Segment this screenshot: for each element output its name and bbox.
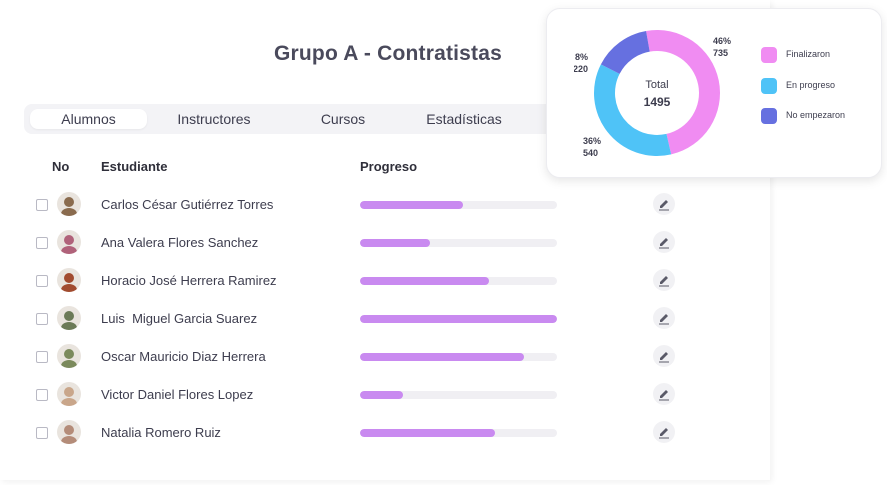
- progress-bar-fill: [360, 239, 430, 247]
- edit-button[interactable]: [653, 193, 675, 215]
- avatar: [57, 230, 81, 254]
- edit-button[interactable]: [653, 383, 675, 405]
- row-checkbox[interactable]: [36, 351, 48, 363]
- tab-estadisticas[interactable]: Estadísticas: [426, 111, 502, 127]
- table-row: Ana Valera Flores Sanchez: [0, 226, 770, 264]
- column-header-student: Estudiante: [101, 159, 168, 174]
- table-row: Luis Miguel Garcia Suarez: [0, 302, 770, 340]
- donut-chart: [594, 29, 721, 157]
- student-name[interactable]: Oscar Mauricio Diaz Herrera: [101, 349, 266, 364]
- pencil-icon: [659, 390, 669, 401]
- progress-bar-fill: [360, 315, 557, 323]
- legend-text-en-progreso: En progreso: [786, 80, 836, 90]
- table-row: Horacio José Herrera Ramirez: [0, 264, 770, 302]
- edit-button[interactable]: [653, 269, 675, 291]
- row-checkbox[interactable]: [36, 313, 48, 325]
- student-name[interactable]: Horacio José Herrera Ramirez: [101, 273, 277, 288]
- donut-slice-no-empezaron: [600, 30, 650, 74]
- progress-bar: [360, 201, 557, 209]
- tab-alumnos[interactable]: Alumnos: [30, 109, 147, 129]
- slice-value-finalizaron: 735: [713, 48, 729, 58]
- slice-percent-no-empezaron: 8%: [574, 52, 588, 62]
- pencil-icon: [659, 428, 669, 439]
- avatar: [57, 306, 81, 330]
- table-row: Victor Daniel Flores Lopez: [0, 378, 770, 416]
- pencil-icon: [659, 352, 669, 363]
- legend-text-finalizaron: Finalizaron: [786, 49, 831, 59]
- avatar: [57, 192, 81, 216]
- donut-slice-en-progreso: [594, 64, 672, 157]
- student-name[interactable]: Natalia Romero Ruiz: [101, 425, 221, 440]
- table-row: Oscar Mauricio Diaz Herrera: [0, 340, 770, 378]
- legend-text-no-empezaron: No empezaron: [786, 110, 846, 120]
- progress-bar: [360, 315, 557, 323]
- donut-slice-finalizaron: [646, 29, 721, 155]
- progress-bar-fill: [360, 429, 495, 437]
- slice-label-no-empezaron: 8% 220: [574, 51, 588, 75]
- progress-bar-fill: [360, 353, 524, 361]
- progress-bar: [360, 429, 557, 437]
- progress-bar: [360, 391, 557, 399]
- legend-swatch-no-empezaron: [761, 108, 777, 124]
- table-row: Natalia Romero Ruiz: [0, 416, 770, 454]
- page-title: Grupo A - Contratistas: [273, 42, 503, 65]
- student-name[interactable]: Carlos César Gutiérrez Torres: [101, 197, 274, 212]
- row-checkbox[interactable]: [36, 237, 48, 249]
- progress-bar: [360, 353, 557, 361]
- edit-button[interactable]: [653, 421, 675, 443]
- tab-instructores[interactable]: Instructores: [177, 111, 251, 127]
- tab-cursos[interactable]: Cursos: [320, 111, 366, 127]
- progress-bar-fill: [360, 391, 404, 399]
- pencil-icon: [659, 238, 669, 249]
- progress-summary-card: 46% 735 36% 540 8% 220 Total 1495 Finali…: [546, 8, 882, 178]
- progress-bar: [360, 239, 557, 247]
- row-checkbox[interactable]: [36, 199, 48, 211]
- slice-percent-en-progreso: 36%: [583, 136, 602, 146]
- donut-center-label: Total: [645, 79, 669, 91]
- edit-button[interactable]: [653, 231, 675, 253]
- legend-swatch-finalizaron: [761, 47, 777, 63]
- slice-value-no-empezaron: 220: [574, 64, 588, 74]
- slice-label-en-progreso: 36% 540: [583, 135, 601, 159]
- table-row: Carlos César Gutiérrez Torres: [0, 188, 770, 226]
- column-header-no: No: [52, 159, 70, 174]
- pencil-icon: [659, 200, 669, 211]
- avatar: [57, 382, 81, 406]
- slice-value-en-progreso: 540: [583, 148, 599, 158]
- tab-bar: Alumnos Instructores Cursos Estadísticas: [24, 104, 624, 134]
- avatar: [57, 420, 81, 444]
- progress-bar: [360, 277, 557, 285]
- student-name[interactable]: Ana Valera Flores Sanchez: [101, 235, 259, 250]
- edit-button[interactable]: [653, 345, 675, 367]
- donut-center-value: 1495: [643, 95, 671, 109]
- student-name[interactable]: Luis Miguel Garcia Suarez: [101, 311, 258, 326]
- row-checkbox[interactable]: [36, 275, 48, 287]
- row-checkbox[interactable]: [36, 427, 48, 439]
- edit-button[interactable]: [653, 307, 675, 329]
- slice-label-finalizaron: 46% 735: [713, 35, 731, 59]
- legend-swatch-en-progreso: [761, 78, 777, 94]
- avatar: [57, 344, 81, 368]
- column-header-progress: Progreso: [360, 159, 418, 174]
- progress-bar-fill: [360, 201, 464, 209]
- pencil-icon: [659, 314, 669, 325]
- avatar: [57, 268, 81, 292]
- progress-bar-fill: [360, 277, 490, 285]
- slice-percent-finalizaron: 46%: [713, 36, 732, 46]
- row-checkbox[interactable]: [36, 389, 48, 401]
- student-name[interactable]: Victor Daniel Flores Lopez: [101, 387, 254, 402]
- pencil-icon: [659, 276, 669, 287]
